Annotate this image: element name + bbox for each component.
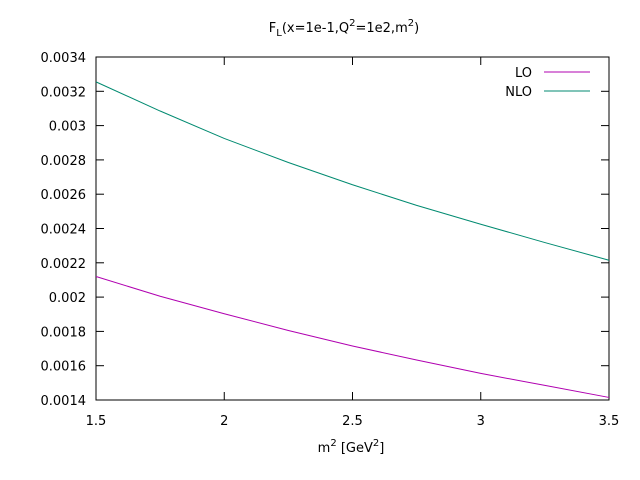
x-axis-label: m2 [GeV2]	[318, 438, 385, 456]
y-tick-label: 0.0022	[41, 257, 87, 272]
x-axis: 1.5 2 2.5 3 3.5	[86, 57, 620, 429]
x-tick-label: 1.5	[86, 414, 107, 429]
x-tick-label: 2.5	[342, 414, 363, 429]
y-tick-label: 0.0018	[41, 325, 87, 340]
y-tick-label: 0.003	[49, 120, 86, 135]
x-tick-label: 2	[220, 414, 228, 429]
legend-label-nlo: NLO	[505, 85, 532, 100]
x-tick-label: 3	[477, 414, 485, 429]
y-tick-label: 0.0024	[41, 223, 87, 238]
legend-label-lo: LO	[515, 66, 532, 81]
y-tick-label: 0.0034	[41, 51, 87, 66]
series-group	[95, 81, 610, 398]
legend: LO NLO	[505, 66, 590, 100]
y-tick-label: 0.0016	[41, 360, 87, 375]
chart-title: FL(x=1e-1,Q2=1e2,m2)	[269, 18, 419, 39]
y-tick-label: 0.0032	[41, 85, 87, 100]
x-tick-label: 3.5	[599, 414, 620, 429]
y-axis: 0.0014 0.0016 0.0018 0.002 0.0022 0.0024 0.002…	[41, 51, 609, 409]
y-tick-label: 0.0028	[41, 154, 87, 169]
y-tick-label: 0.0014	[41, 394, 87, 409]
plot-frame	[95, 56, 610, 401]
y-tick-label: 0.002	[49, 291, 86, 306]
series-line-nlo	[95, 81, 610, 261]
y-tick-label: 0.0026	[41, 188, 87, 203]
series-line-lo	[95, 276, 610, 398]
